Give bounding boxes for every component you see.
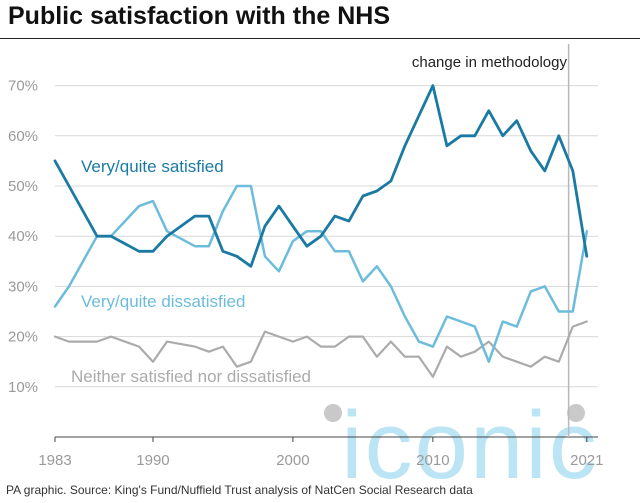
x-tick-label: 1990 bbox=[136, 452, 169, 469]
x-tick-label: 2010 bbox=[416, 452, 449, 469]
methodology-annotation: change in methodology bbox=[412, 54, 568, 71]
series-line-satisfied bbox=[53, 84, 589, 268]
gridlines bbox=[55, 85, 598, 388]
x-tick-label: 1983 bbox=[38, 452, 71, 469]
y-tick-label: 70% bbox=[8, 78, 38, 95]
series-lines bbox=[53, 84, 589, 378]
series-label-dissatisfied: Very/quite dissatisfied bbox=[81, 292, 245, 311]
y-tick-label: 40% bbox=[8, 228, 38, 245]
chart-title: Public satisfaction with the NHS bbox=[8, 2, 390, 30]
watermark-dot-left bbox=[324, 404, 342, 422]
series-line-dissatisfied bbox=[53, 184, 589, 363]
y-tick-label: 20% bbox=[8, 329, 38, 346]
axes: 10% 20% 30% 40% 50% 60% 70% 1983 1990 2000 2010 202… bbox=[8, 78, 603, 469]
watermark-text: iconic bbox=[341, 392, 598, 499]
watermark-dot-right bbox=[567, 404, 585, 422]
y-tick-label: 10% bbox=[8, 379, 38, 396]
y-tick-label: 50% bbox=[8, 178, 38, 195]
series-labels: Very/quite satisfied Very/quite dissatis… bbox=[71, 157, 311, 386]
series-line-neither bbox=[53, 320, 588, 378]
source-note: PA graphic. Source: King's Fund/Nuffield… bbox=[6, 483, 473, 497]
y-tick-label: 30% bbox=[8, 278, 38, 295]
series-label-satisfied: Very/quite satisfied bbox=[81, 157, 224, 176]
x-tick-label: 2021 bbox=[570, 452, 603, 469]
title-divider bbox=[0, 38, 640, 39]
x-tick-label: 2000 bbox=[276, 452, 309, 469]
y-tick-label: 60% bbox=[8, 128, 38, 145]
series-label-neither: Neither satisfied nor dissatisfied bbox=[71, 367, 311, 386]
watermark: iconic bbox=[324, 392, 598, 499]
